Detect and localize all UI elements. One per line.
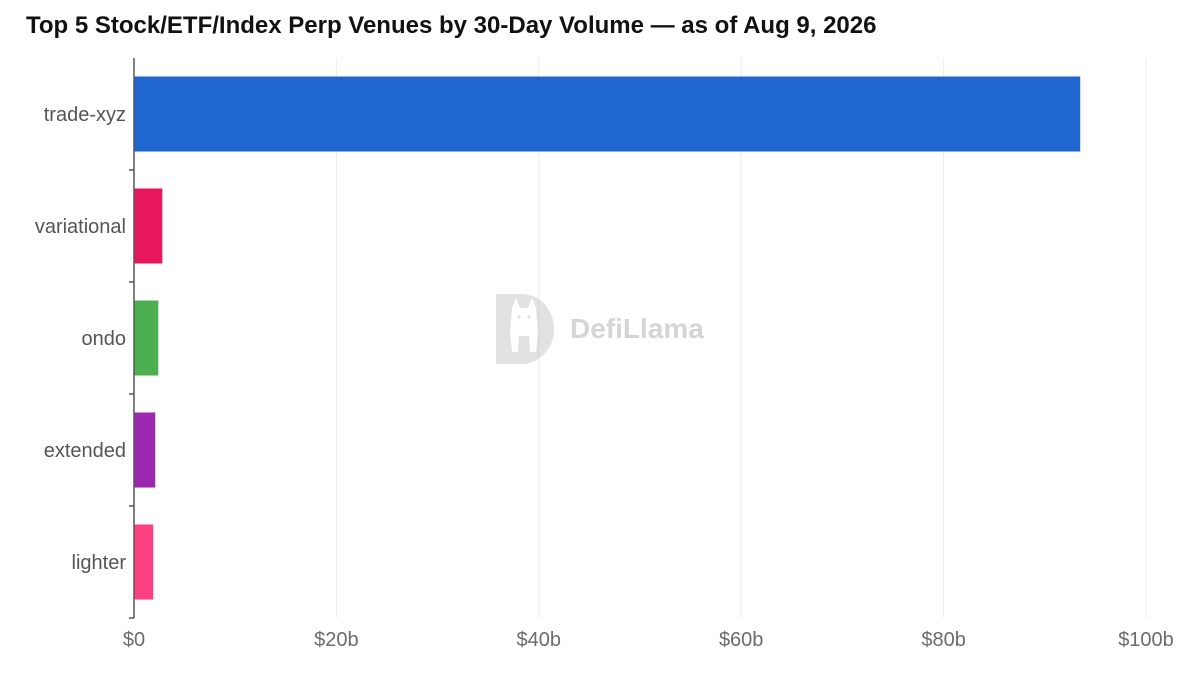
x-tick-label: $60b: [719, 629, 764, 651]
chart-title: Top 5 Stock/ETF/Index Perp Venues by 30-…: [26, 12, 877, 39]
bar-variational: [134, 188, 163, 264]
bar-trade-xyz: [134, 76, 1081, 152]
watermark: DefiLlama: [492, 292, 704, 366]
x-tick-label: $40b: [517, 629, 562, 651]
x-tick-label: $0: [123, 629, 145, 651]
category-label: trade-xyz: [44, 104, 126, 126]
category-label: extended: [44, 440, 126, 462]
x-tick-label: $20b: [314, 629, 359, 651]
category-label: ondo: [82, 328, 127, 350]
category-label: lighter: [72, 552, 127, 574]
x-tick-label: $100b: [1118, 629, 1174, 651]
watermark-text: DefiLlama: [570, 313, 704, 344]
bar-extended: [134, 412, 156, 488]
llama-logo-icon: [496, 294, 554, 364]
axes: [129, 58, 135, 619]
x-tick-label: $80b: [921, 629, 966, 651]
bars: [134, 76, 1081, 600]
bar-lighter: [134, 524, 154, 600]
category-label: variational: [35, 216, 126, 238]
category-labels: trade-xyz variational ondo extended lighter: [35, 104, 127, 574]
x-tick-labels: $0 $20b $40b $60b $80b $100b: [123, 629, 1174, 651]
bar-ondo: [134, 300, 159, 376]
